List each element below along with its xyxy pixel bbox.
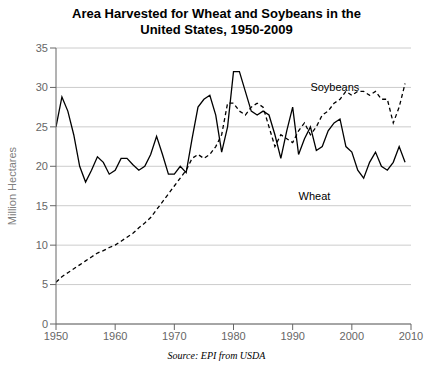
svg-text:35: 35 (36, 42, 48, 54)
svg-text:30: 30 (36, 81, 48, 93)
svg-text:20: 20 (36, 160, 48, 172)
svg-text:1950: 1950 (44, 330, 68, 342)
html-text:Source: EPI from USDA: Source: EPI from USDA (167, 350, 266, 361)
svg-text:1960: 1960 (103, 330, 127, 342)
svg-text:1970: 1970 (162, 330, 186, 342)
svg-text:2010: 2010 (399, 330, 423, 342)
svg-text:10: 10 (36, 239, 48, 251)
svg-text:2000: 2000 (340, 330, 364, 342)
svg-text:Soybeans: Soybeans (310, 81, 359, 93)
svg-text:25: 25 (36, 121, 48, 133)
svg-text:1990: 1990 (280, 330, 304, 342)
html-text:Area Harvested for Wheat and S: Area Harvested for Wheat and Soybeans in… (72, 6, 361, 37)
svg-text:1980: 1980 (221, 330, 245, 342)
svg-text:Million Hectares: Million Hectares (8, 146, 18, 225)
svg-text:0: 0 (42, 318, 48, 330)
svg-text:5: 5 (42, 278, 48, 290)
svg-text:15: 15 (36, 200, 48, 212)
svg-text:Wheat: Wheat (299, 190, 331, 202)
